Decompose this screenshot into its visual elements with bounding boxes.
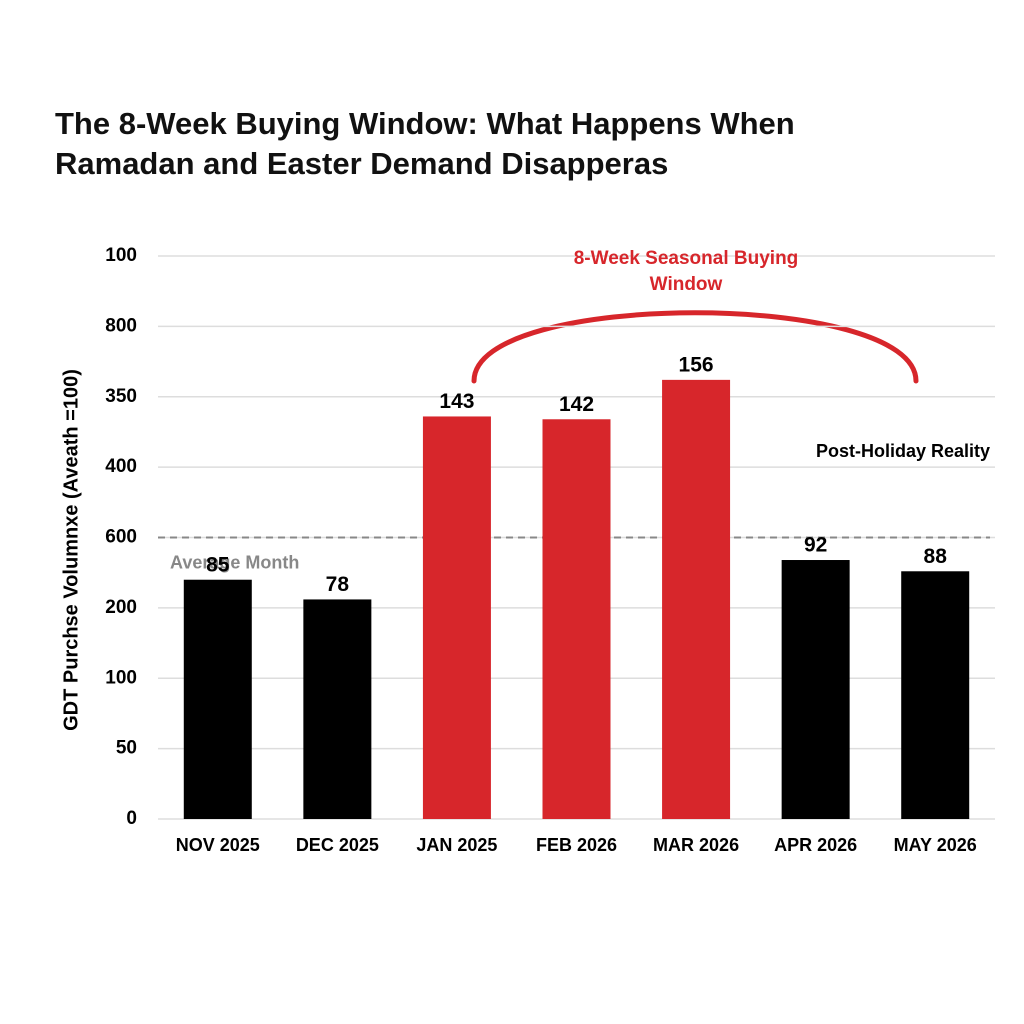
bar bbox=[781, 560, 850, 819]
y-tick-label: 100 bbox=[105, 245, 137, 266]
data-label: 78 bbox=[326, 573, 350, 596]
average-label: Average Month bbox=[170, 552, 299, 572]
y-tick-label: 350 bbox=[105, 386, 137, 407]
data-label: 156 bbox=[679, 353, 714, 376]
y-axis-label: GDT Purchse Volumnxe (Aveath =100) bbox=[60, 369, 82, 731]
bar bbox=[422, 416, 491, 819]
x-tick-label: APR 2026 bbox=[774, 835, 857, 855]
x-tick-label: MAY 2026 bbox=[894, 835, 977, 855]
x-tick-label: JAN 2025 bbox=[416, 835, 497, 855]
window-annotation: 8-Week Seasonal Buying Window bbox=[573, 248, 799, 295]
data-label: 143 bbox=[439, 390, 474, 413]
bar bbox=[901, 571, 970, 819]
data-label: 88 bbox=[924, 545, 948, 568]
x-tick-label: DEC 2025 bbox=[296, 835, 379, 855]
chart-title: The 8-Week Buying Window: What Happens W… bbox=[55, 106, 795, 181]
y-tick-label: 800 bbox=[105, 315, 137, 336]
x-tick-label: FEB 2026 bbox=[536, 835, 617, 855]
y-tick-label: 400 bbox=[105, 456, 137, 477]
bar bbox=[662, 379, 731, 819]
y-tick-label: 600 bbox=[105, 527, 137, 548]
bar bbox=[303, 599, 372, 819]
bar bbox=[542, 419, 611, 819]
data-label: 85 bbox=[206, 553, 230, 576]
bar bbox=[183, 579, 252, 819]
data-label: 92 bbox=[804, 534, 827, 557]
y-tick-label: 0 bbox=[126, 808, 137, 829]
data-label: 142 bbox=[559, 393, 594, 416]
y-tick-label: 100 bbox=[105, 667, 137, 688]
x-tick-label: NOV 2025 bbox=[176, 835, 260, 855]
y-tick-label: 200 bbox=[105, 597, 137, 618]
x-tick-label: MAR 2026 bbox=[653, 835, 739, 855]
y-tick-label: 50 bbox=[116, 738, 137, 759]
post-holiday-annotation: Post-Holiday Reality bbox=[816, 441, 990, 461]
window-arc bbox=[471, 310, 919, 384]
